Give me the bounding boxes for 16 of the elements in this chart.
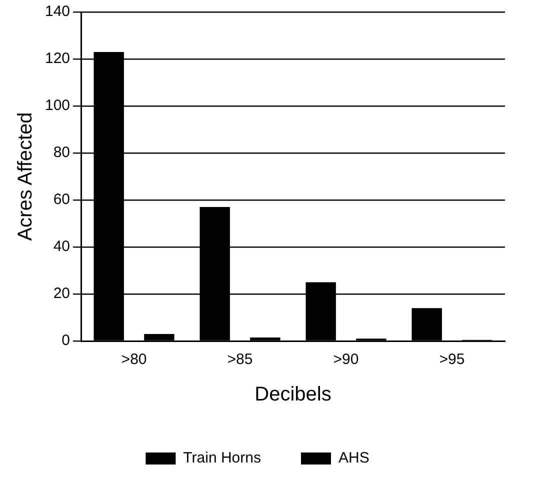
x-tick-label: >85 (227, 351, 253, 368)
y-tick-label: 100 (44, 97, 70, 114)
y-axis-title: Acres Affected (14, 112, 37, 241)
y-tick-label: 80 (53, 144, 70, 162)
legend-label: AHS (338, 450, 370, 467)
y-tick-label: 20 (53, 285, 70, 302)
x-axis-title: Decibels (254, 384, 332, 406)
x-tick-label: >90 (333, 351, 359, 368)
y-tick-label: 140 (44, 3, 70, 20)
legend-label: Train Horns (183, 450, 261, 467)
y-tick-label: 60 (53, 191, 70, 208)
x-tick-label: >80 (121, 351, 147, 368)
y-tick-label: 0 (62, 332, 70, 350)
y-tick-label: 40 (53, 238, 70, 256)
y-tick-label: 120 (44, 50, 70, 68)
x-tick-label: >95 (439, 351, 465, 368)
